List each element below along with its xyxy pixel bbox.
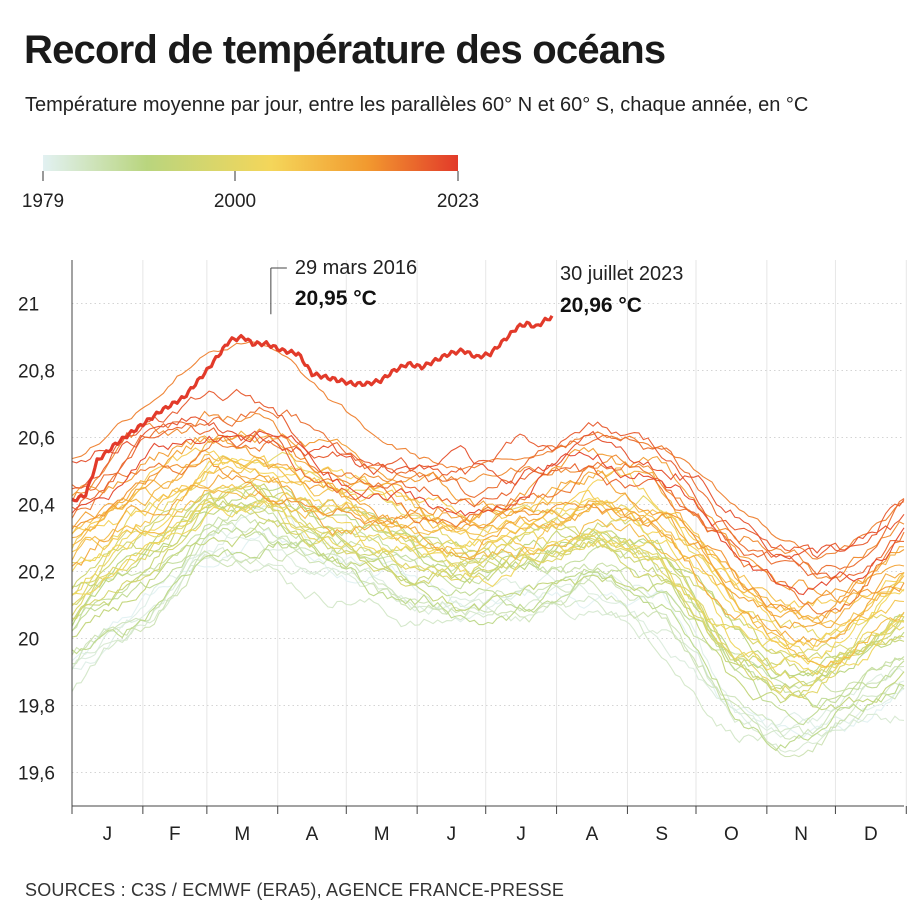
year-line-1979 xyxy=(71,528,905,739)
month-tick-label: F xyxy=(169,824,181,845)
legend-year-mid: 2000 xyxy=(214,191,256,212)
annotation-layer: 29 mars 2016 20,95 °C 30 juillet 2023 20,96… xyxy=(270,257,683,317)
ocean-temperature-chart: J F M A M J J A S O N D 19,6 19,8 20 20,2 20,4 20,6 20,8 21… xyxy=(18,257,907,845)
month-tick-label: O xyxy=(724,824,739,845)
month-tick-label: D xyxy=(864,824,878,845)
year-line-2003 xyxy=(71,457,905,665)
chart-title: Record de température des océans xyxy=(24,28,666,72)
year-line-2018 xyxy=(71,406,905,576)
month-tick-label: M xyxy=(374,824,390,845)
year-line-1996 xyxy=(71,503,905,701)
year-color-legend: 1979 2000 2023 xyxy=(22,155,479,212)
year-line-2009 xyxy=(71,453,905,619)
year-lines-layer xyxy=(71,341,905,758)
y-tick-label: 19,6 xyxy=(18,764,55,785)
year-line-2015 xyxy=(71,410,905,580)
year-line-2001 xyxy=(71,501,905,669)
legend-year-end: 2023 xyxy=(437,191,479,212)
year-line-2007 xyxy=(71,459,905,626)
year-line-1981 xyxy=(71,528,905,738)
annotation-2023-date: 30 juillet 2023 xyxy=(560,263,683,285)
month-tick-label: J xyxy=(516,824,526,845)
y-tick-label: 20,8 xyxy=(18,362,55,383)
year-line-2023 xyxy=(71,315,554,503)
year-line-2013 xyxy=(71,428,905,596)
year-line-2017 xyxy=(71,439,905,615)
month-tick-label: A xyxy=(586,824,599,845)
year-line-1987 xyxy=(71,504,905,707)
year-line-1995 xyxy=(71,483,905,676)
year-line-2014 xyxy=(71,457,905,612)
year-line-1989 xyxy=(71,538,905,752)
y-tick-label: 19,8 xyxy=(18,697,55,718)
month-tick-label: J xyxy=(103,824,113,845)
legend-year-start: 1979 xyxy=(22,191,64,212)
annotation-2016-date: 29 mars 2016 xyxy=(295,257,417,279)
year-line-2004 xyxy=(71,455,905,650)
y-tick-label: 20,6 xyxy=(18,429,55,450)
chart-subtitle: Température moyenne par jour, entre les … xyxy=(25,94,809,116)
year-line-2002 xyxy=(71,491,905,675)
year-line-2000 xyxy=(71,451,905,642)
year-line-1998 xyxy=(71,486,905,687)
year-line-1986 xyxy=(71,513,905,693)
month-tick-label: S xyxy=(655,824,668,845)
axis-layer: J F M A M J J A S O N D 19,6 19,8 20 20,2 20,4 20,6 20,8 21 xyxy=(18,260,907,845)
month-tick-label: M xyxy=(234,824,250,845)
year-line-1988 xyxy=(71,527,905,726)
year-line-2021 xyxy=(71,416,905,560)
month-tick-label: J xyxy=(447,824,457,845)
source-note: SOURCES : C3S / ECMWF (ERA5), AGENCE FRA… xyxy=(25,880,565,900)
y-tick-label: 20,4 xyxy=(18,496,55,517)
y-tick-label: 20,2 xyxy=(18,563,55,584)
year-line-1991 xyxy=(71,495,905,677)
annotation-2016-value: 20,95 °C xyxy=(295,287,377,310)
year-line-1983 xyxy=(71,554,905,744)
highlight-layer xyxy=(71,315,554,503)
y-tick-label: 20 xyxy=(18,630,39,651)
year-line-1984 xyxy=(71,521,905,740)
legend-gradient-bar xyxy=(43,155,458,171)
year-line-1982 xyxy=(71,546,905,753)
y-tick-label: 21 xyxy=(18,295,39,316)
year-line-2022 xyxy=(71,430,905,596)
month-tick-label: N xyxy=(794,824,808,845)
annotation-2023-value: 20,96 °C xyxy=(560,294,642,317)
year-line-2011 xyxy=(71,470,905,643)
year-line-2019 xyxy=(71,423,905,583)
month-tick-label: A xyxy=(306,824,319,845)
year-line-1992 xyxy=(71,518,905,711)
year-line-1993 xyxy=(71,491,905,692)
year-line-2020 xyxy=(71,388,905,559)
year-line-2008 xyxy=(71,489,905,668)
